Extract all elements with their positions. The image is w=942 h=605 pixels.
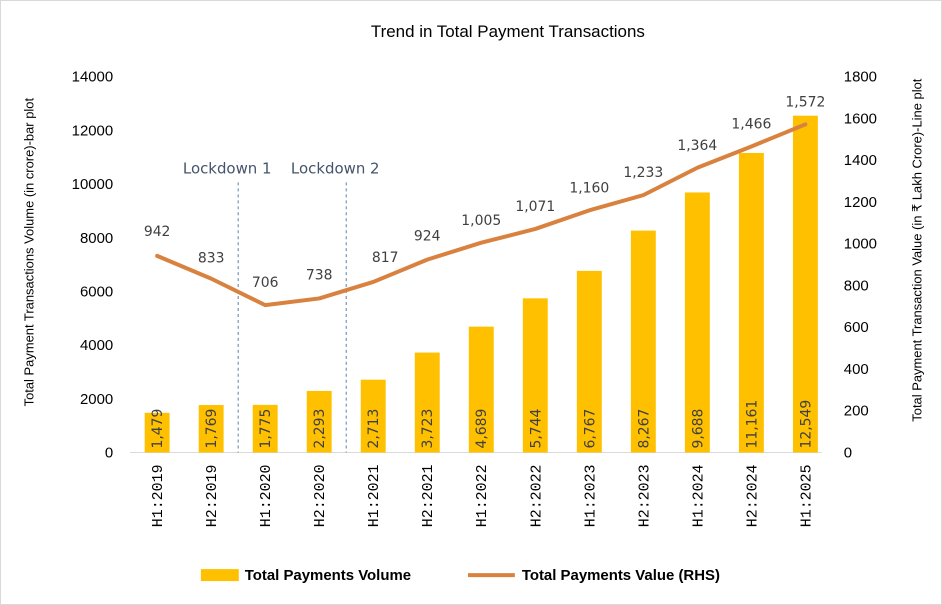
bar-data-label: 1,479	[150, 409, 166, 449]
bar-data-label: 6,767	[582, 409, 598, 449]
bar-data-label: 3,723	[420, 409, 436, 449]
x-tick-label: H2:2022	[529, 464, 545, 527]
bar	[792, 115, 818, 453]
legend: Total Payments Volume Total Payments Val…	[200, 567, 720, 584]
y2-tick-label: 1000	[844, 236, 877, 253]
y2-tick-label: 800	[844, 277, 869, 294]
bar-data-label: 12,549	[798, 400, 814, 449]
legend-bar-label: Total Payments Volume	[245, 567, 411, 584]
x-tick-label: H1:2019	[151, 464, 167, 527]
y-tick-label: 12000	[72, 122, 114, 139]
y2-tick-label: 1800	[844, 69, 877, 86]
bar-data-label: 4,689	[474, 409, 490, 449]
bar	[684, 192, 710, 453]
x-tick-label: H2:2024	[745, 464, 761, 527]
bar-data-label: 2,713	[366, 409, 382, 449]
legend-bar-swatch	[200, 569, 239, 582]
line-data-label: 942	[144, 224, 171, 240]
y2-tick-label: 200	[844, 403, 869, 420]
bar	[198, 405, 224, 453]
y-tick-label: 6000	[80, 283, 113, 300]
lockdown-markers: Lockdown 1 Lockdown 2	[183, 159, 380, 453]
line-series: 942 833 706 738 817 924 1,005 1,071 1,160 1,233 1,…	[144, 94, 825, 308]
line-data-label: 1,160	[569, 180, 609, 196]
bar	[630, 230, 656, 453]
y2-tick-label: 0	[844, 444, 852, 461]
bar	[360, 379, 386, 453]
line-data-label: 833	[198, 251, 225, 267]
x-tick-label: H2:2019	[205, 464, 221, 527]
line-data-label: 924	[414, 229, 441, 245]
y-tick-label: 14000	[72, 69, 114, 86]
y2-tick-label: 1400	[844, 152, 877, 169]
lockdown-label: Lockdown 1	[183, 159, 272, 177]
bar	[252, 404, 278, 453]
x-tick-label: H1:2024	[691, 464, 707, 527]
x-tick-label: H1:2021	[367, 464, 383, 527]
bar	[576, 270, 602, 453]
y2-tick-label: 1200	[844, 194, 877, 211]
y-tick-label: 0	[105, 444, 113, 461]
bar	[522, 298, 548, 453]
bar	[144, 412, 170, 453]
x-tick-label: H1:2022	[475, 464, 491, 527]
line-data-label: 1,233	[623, 165, 663, 181]
y-tick-label: 10000	[72, 176, 114, 193]
line-data-label: 738	[306, 268, 333, 284]
bar-data-label: 5,744	[528, 408, 544, 448]
y2-tick-label: 400	[844, 361, 869, 378]
lockdown-label: Lockdown 2	[291, 159, 380, 177]
bar-data-label: 1,775	[258, 409, 274, 449]
y2-axis-ticks: 0 200 400 600 800 1000 1200 1400 1600 1800	[844, 69, 877, 462]
x-tick-label: H2:2020	[313, 464, 329, 527]
x-tick-label: H1:2020	[259, 464, 275, 527]
bar-series: 1,479 1,769 1,775 2,293 2,713 3,723 4,689 5,744…	[144, 115, 818, 453]
y2-tick-label: 600	[844, 319, 869, 336]
y-tick-label: 2000	[80, 391, 113, 408]
line-data-label: 1,572	[785, 94, 825, 110]
x-tick-label: H2:2023	[637, 464, 653, 527]
chart-title: Trend in Total Payment Transactions	[371, 22, 645, 41]
y-tick-label: 8000	[80, 230, 113, 247]
legend-line-label: Total Payments Value (RHS)	[522, 567, 720, 584]
bar-data-label: 9,688	[690, 409, 706, 449]
y2-tick-label: 1600	[844, 110, 877, 127]
bar-data-label: 8,267	[636, 409, 652, 449]
x-tick-label: H1:2023	[583, 464, 599, 527]
bar-data-label: 11,161	[744, 400, 760, 449]
bar	[414, 352, 440, 453]
line-data-label: 817	[372, 250, 399, 266]
bar	[306, 390, 332, 453]
line-data-label: 1,466	[731, 117, 771, 133]
y-axis-ticks: 0 2000 4000 6000 8000 10000 12000 14000	[72, 69, 114, 462]
bar-data-label: 2,293	[312, 409, 328, 449]
bar-data-label: 1,769	[204, 409, 220, 449]
bar	[738, 152, 764, 453]
y2-axis-label: Total Payment Transaction Value (in ₹ La…	[910, 78, 925, 421]
line-data-label: 1,071	[515, 199, 555, 215]
line-data-label: 1,005	[461, 213, 501, 229]
line-data-label: 706	[252, 275, 279, 291]
y-axis-label: Total Payment Transactions Volume (in cr…	[21, 98, 36, 407]
line-path	[155, 122, 808, 308]
y-tick-label: 4000	[80, 337, 113, 354]
bar	[468, 326, 494, 453]
x-tick-label: H2:2021	[421, 464, 437, 527]
line-data-label: 1,364	[677, 138, 717, 154]
x-axis-ticks: H1:2019 H2:2019 H1:2020 H2:2020 H1:2021 H2:20…	[151, 464, 815, 527]
x-tick-label: H1:2025	[799, 464, 815, 527]
